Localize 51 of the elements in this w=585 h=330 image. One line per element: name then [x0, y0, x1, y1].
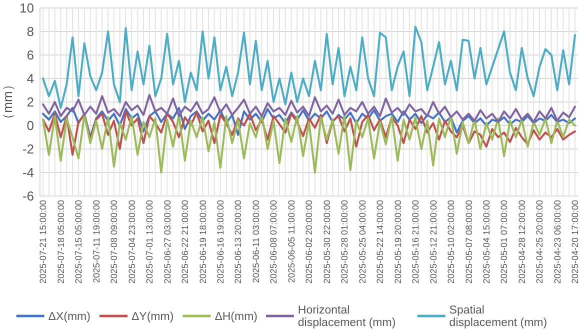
x-tick-label: 2025-04-28 12:00:00	[516, 200, 527, 284]
x-tick-label: 2025-06-02 20:00:00	[304, 200, 314, 284]
x-tick-label: 2025-04-20 17:00:00	[570, 200, 580, 284]
x-tick-label: 2025-05-28 01:00:00	[340, 200, 350, 284]
line-series	[42, 114, 576, 174]
x-tick-label: 2025-05-01 07:00:00	[499, 200, 510, 284]
x-tick-label: 2025-07-01 13:00:00	[144, 200, 155, 284]
y-tick-label: 10	[20, 0, 34, 16]
x-tick-label: 2025-06-19 18:00:00	[198, 200, 208, 284]
x-tick-label: 2025-04-23 06:00:00	[552, 200, 562, 284]
line-series	[42, 26, 576, 109]
x-tick-label: 2025-05-04 15:00:00	[481, 200, 492, 284]
x-tick-label: 2025-06-05 11:00:00	[286, 200, 296, 283]
line-series	[42, 94, 576, 123]
x-tick-label: 2025-05-12 21:00:00	[428, 200, 438, 284]
x-tick-label: 2025-05-30 22:00:00	[322, 200, 332, 284]
x-tick-label: 2025-06-08 07:00:00	[268, 200, 279, 284]
x-tick-label: 2025-07-11 19:00:00	[91, 200, 102, 283]
x-tick-label: 2025-06-16 19:00:00	[215, 200, 226, 284]
x-tick-label: 2025-05-16 21:00:00	[410, 200, 421, 284]
legend-label: ΔY(mm)	[132, 311, 174, 324]
y-tick-label: 0	[26, 118, 34, 134]
x-tick-label: 2025-06-13 20:00:00	[233, 200, 244, 284]
legend-label: ΔX(mm)	[48, 311, 91, 324]
x-tick-label: 2025-07-21 15:00:00	[38, 200, 48, 284]
x-tick-label: 2025-05-19 20:00:00	[392, 200, 403, 284]
legend-label: ΔH(mm)	[214, 311, 258, 324]
y-tick-label: 2	[26, 94, 34, 110]
y-tick-label: -2	[22, 142, 34, 157]
y-tick-label: -6	[22, 188, 34, 204]
x-tick-label: 2025-05-10 02:00:00	[446, 200, 456, 284]
x-tick-label: 2025-07-15 05:00:00	[74, 200, 84, 284]
x-tick-label: 2025-05-07 08:00:00	[464, 200, 474, 284]
x-tick-label: 2025-06-11 03:00:00	[250, 200, 261, 283]
x-tick-label: 2025-05-25 04:00:00	[357, 200, 368, 284]
x-tick-label: 2025-07-04 23:00:00	[126, 200, 137, 284]
line-series	[42, 106, 576, 138]
x-tick-label: 2025-05-22 14:00:00	[375, 200, 386, 284]
y-tick-label: 4	[26, 71, 34, 86]
x-tick-label: 2025-07-18 05:00:00	[56, 200, 66, 284]
legend-label: Spatial displacement (mm)	[449, 304, 548, 330]
line-series	[42, 110, 576, 156]
y-tick-label: 8	[26, 24, 34, 40]
y-axis-title: （mm）	[0, 78, 15, 126]
x-tick-label: 2025-04-25 20:00:00	[534, 200, 545, 284]
y-tick-label: -4	[22, 165, 34, 180]
x-tick-label: 2025-07-08 09:00:00	[109, 200, 120, 284]
legend-label: Horizontal displacement (mm)	[298, 304, 396, 330]
y-tick-label: 6	[26, 48, 34, 63]
x-tick-label: 2025-06-27 03:00:00	[162, 200, 172, 284]
x-tick-label: 2025-06-22 21:00:00	[180, 200, 190, 284]
